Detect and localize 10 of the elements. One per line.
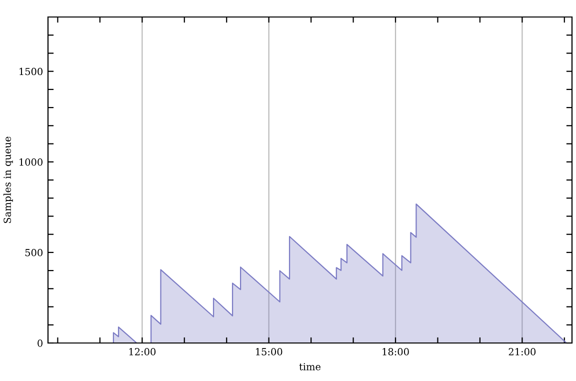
y-tick-label: 1000 [20, 158, 42, 166]
y-tick-label: 1500 [20, 68, 42, 76]
x-tick-label: 15:00 [256, 348, 282, 356]
x-axis-title: time [299, 363, 321, 370]
y-tick-label: 0 [38, 339, 42, 347]
y-tick-label: 500 [25, 248, 42, 256]
x-tick-label: 21:00 [508, 348, 536, 356]
x-tick-label: 18:00 [382, 348, 409, 356]
y-axis-title: Samples in queue [3, 136, 13, 223]
x-tick-label: 12:00 [129, 348, 156, 356]
